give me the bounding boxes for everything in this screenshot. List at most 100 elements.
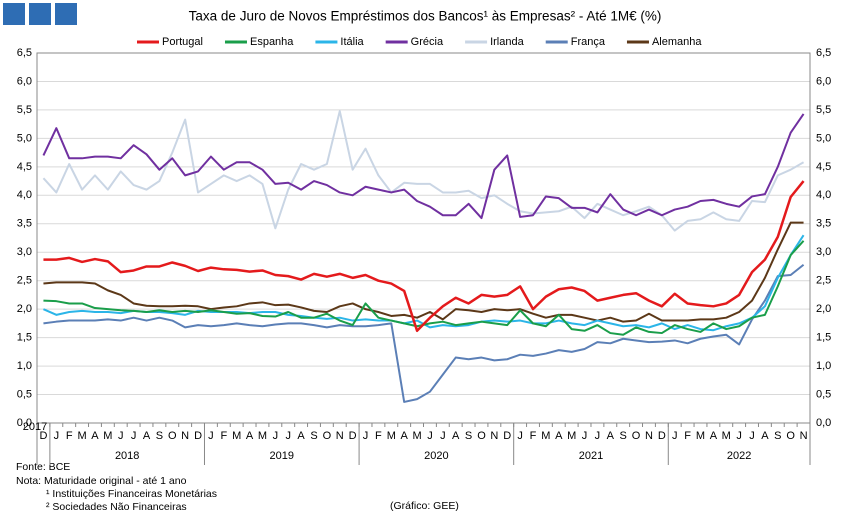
x-tick-label: O: [323, 430, 332, 442]
series-line: [43, 180, 805, 333]
x-tick-label: A: [607, 430, 615, 442]
x-tick-label: A: [246, 430, 254, 442]
logo-square: [3, 3, 25, 25]
x-tick-label: S: [156, 430, 163, 442]
year-label: 2020: [424, 450, 448, 462]
year-label: 2021: [579, 450, 603, 462]
y-tick-label: 4,5: [17, 161, 32, 173]
year-label: 2018: [115, 450, 139, 462]
year-label: 2022: [727, 450, 751, 462]
series-line: [43, 234, 805, 332]
x-tick-label: J: [427, 430, 433, 442]
x-tick-label: A: [401, 430, 409, 442]
x-tick-label: M: [412, 430, 421, 442]
x-tick-label: M: [696, 430, 705, 442]
plot-frame: [36, 52, 811, 424]
y-tick-label: 1,5: [17, 332, 32, 344]
x-tick-label: J: [208, 430, 214, 442]
x-tick-label: S: [620, 430, 627, 442]
x-tick-label: J: [672, 430, 678, 442]
x-tick-label: M: [232, 430, 241, 442]
legend-label: Grécia: [411, 36, 444, 48]
note: Nota: Maturidade original - até 1 ano: [16, 475, 187, 487]
x-tick-label: O: [477, 430, 486, 442]
x-tick-label: J: [736, 430, 742, 442]
x-tick-label: O: [786, 430, 795, 442]
legend-label: Espanha: [250, 36, 294, 48]
y-tick-label: 0,0: [17, 417, 32, 429]
x-tick-label: J: [517, 430, 523, 442]
y2-tick-label: 3,0: [816, 246, 831, 258]
x-tick-label: J: [118, 430, 124, 442]
x-tick-label: A: [761, 430, 769, 442]
y-tick-label: 5,0: [17, 132, 32, 144]
y2-tick-label: 5,5: [816, 104, 831, 116]
x-tick-label: D: [503, 430, 511, 442]
y-tick-label: 4,0: [17, 189, 32, 201]
x-tick-label: A: [143, 430, 151, 442]
x-tick-label: F: [530, 430, 537, 442]
x-tick-label: A: [710, 430, 718, 442]
y-tick-label: 3,5: [17, 218, 32, 230]
year-label: 2019: [270, 450, 294, 462]
y2-tick-label: 2,0: [816, 303, 831, 315]
y-tick-label: 0,5: [17, 388, 32, 400]
y2-tick-label: 3,5: [816, 218, 831, 230]
x-tick-label: O: [168, 430, 177, 442]
y-tick-label: 1,0: [17, 360, 32, 372]
legend-label: Irlanda: [490, 36, 525, 48]
y-tick-label: 6,5: [17, 47, 32, 59]
credit: (Gráfico: GEE): [390, 500, 459, 512]
x-tick-label: M: [722, 430, 731, 442]
chart-title: Taxa de Juro de Novos Empréstimos dos Ba…: [189, 9, 662, 24]
x-tick-label: M: [567, 430, 576, 442]
y-tick-label: 5,5: [17, 104, 32, 116]
y2-tick-label: 1,5: [816, 332, 831, 344]
y-tick-label: 2,0: [17, 303, 32, 315]
x-tick-label: J: [273, 430, 279, 442]
y2-tick-label: 6,5: [816, 47, 831, 59]
y2-tick-label: 4,5: [816, 161, 831, 173]
y-tick-label: 3,0: [17, 246, 32, 258]
x-tick-label: O: [632, 430, 641, 442]
x-tick-label: M: [541, 430, 550, 442]
series-line: [43, 263, 805, 403]
y2-tick-label: 0,5: [816, 388, 831, 400]
year-label: 2017: [23, 421, 47, 433]
series-line: [43, 221, 804, 323]
x-tick-label: N: [336, 430, 344, 442]
x-tick-label: F: [684, 430, 691, 442]
x-tick-label: M: [387, 430, 396, 442]
x-tick-label: D: [194, 430, 202, 442]
x-tick-label: F: [66, 430, 73, 442]
series-line: [42, 110, 805, 232]
legend-label: Portugal: [162, 36, 203, 48]
x-tick-label: A: [555, 430, 563, 442]
x-tick-label: S: [310, 430, 317, 442]
logo-square: [29, 3, 51, 25]
x-tick-label: M: [103, 430, 112, 442]
x-tick-label: D: [658, 430, 666, 442]
legend-label: Itália: [340, 36, 364, 48]
x-tick-label: F: [220, 430, 227, 442]
x-tick-label: D: [349, 430, 357, 442]
x-tick-label: S: [465, 430, 472, 442]
x-tick-label: F: [375, 430, 382, 442]
x-tick-label: M: [78, 430, 87, 442]
x-tick-label: S: [774, 430, 781, 442]
y2-tick-label: 1,0: [816, 360, 831, 372]
series-line: [42, 113, 805, 220]
legend-label: França: [571, 36, 606, 48]
x-tick-label: N: [800, 430, 808, 442]
x-tick-label: A: [297, 430, 305, 442]
x-tick-label: J: [54, 430, 60, 442]
x-tick-label: N: [181, 430, 189, 442]
note: ² Sociedades Não Financeiras: [46, 501, 187, 513]
x-tick-label: J: [749, 430, 755, 442]
x-tick-label: N: [645, 430, 653, 442]
x-tick-label: N: [490, 430, 498, 442]
x-tick-label: J: [131, 430, 137, 442]
x-tick-label: J: [363, 430, 369, 442]
y2-tick-label: 5,0: [816, 132, 831, 144]
x-tick-label: J: [582, 430, 588, 442]
